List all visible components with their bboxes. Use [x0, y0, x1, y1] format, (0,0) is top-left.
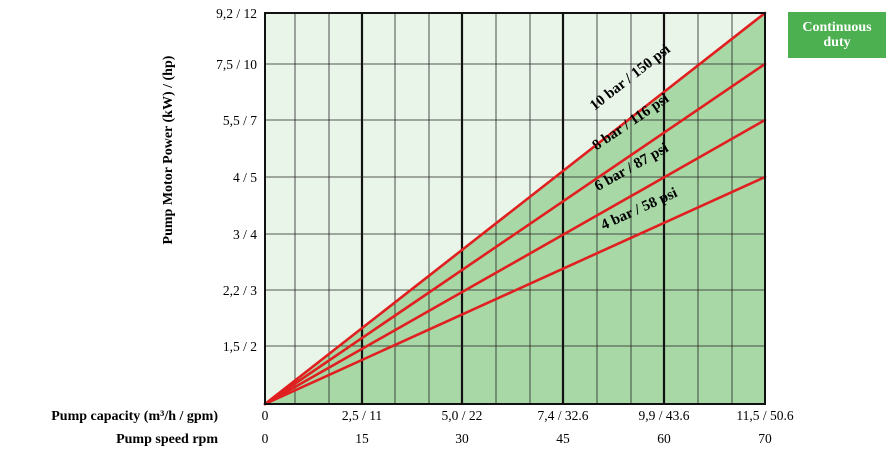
continuous-duty-badge: Continuous duty: [788, 12, 886, 58]
y-tick-label: 7,5 / 10: [216, 57, 257, 72]
series-line: [263, 11, 767, 406]
plot-frame: [264, 12, 766, 405]
x-tick-label: 30: [455, 431, 469, 446]
y-tick-label: 9,2 / 12: [216, 6, 257, 21]
x-tick-label: 60: [657, 431, 671, 446]
series-line: [263, 62, 767, 406]
y-tick-label: 2,2 / 3: [223, 283, 257, 298]
y-axis-label: Pump Motor Power (kW) / (hp): [161, 55, 176, 244]
x-tick-labels: Pump capacity (m³/h / gpm) 0 2,5 / 11 5,0 /…: [51, 408, 794, 447]
y-tick-label: 4 / 5: [233, 170, 257, 185]
x-tick-label: 45: [556, 431, 570, 446]
y-tick-label: 1,5 / 2: [223, 339, 257, 354]
x-tick-label: 11,5 / 50.6: [736, 408, 793, 423]
series-line: [263, 118, 767, 406]
x-tick-label: 0: [262, 408, 269, 423]
series-line: [263, 175, 767, 406]
x-axis-row-label: Pump capacity (m³/h / gpm): [51, 409, 218, 424]
y-tick-label: 5,5 / 7: [223, 113, 257, 128]
x-tick-label: 7,4 / 32.6: [537, 408, 588, 423]
badge-text: Continuous duty: [802, 20, 872, 50]
x-tick-label: 2,5 / 11: [342, 408, 382, 423]
grid-lines: [265, 13, 765, 404]
x-axis-row-label: Pump speed rpm: [116, 432, 218, 447]
x-tick-label: 9,9 / 43.6: [638, 408, 689, 423]
series-lines: [263, 11, 767, 406]
x-tick-label: 70: [758, 431, 772, 446]
x-tick-label: 5,0 / 22: [442, 408, 483, 423]
y-tick-label: 3 / 4: [233, 227, 257, 242]
x-tick-label: 15: [355, 431, 369, 446]
x-tick-label: 0: [262, 431, 269, 446]
y-tick-labels: 1,5 / 2 2,2 / 3 3 / 4 4 / 5 5,5 / 7 7,5 / 10 9…: [216, 6, 257, 354]
